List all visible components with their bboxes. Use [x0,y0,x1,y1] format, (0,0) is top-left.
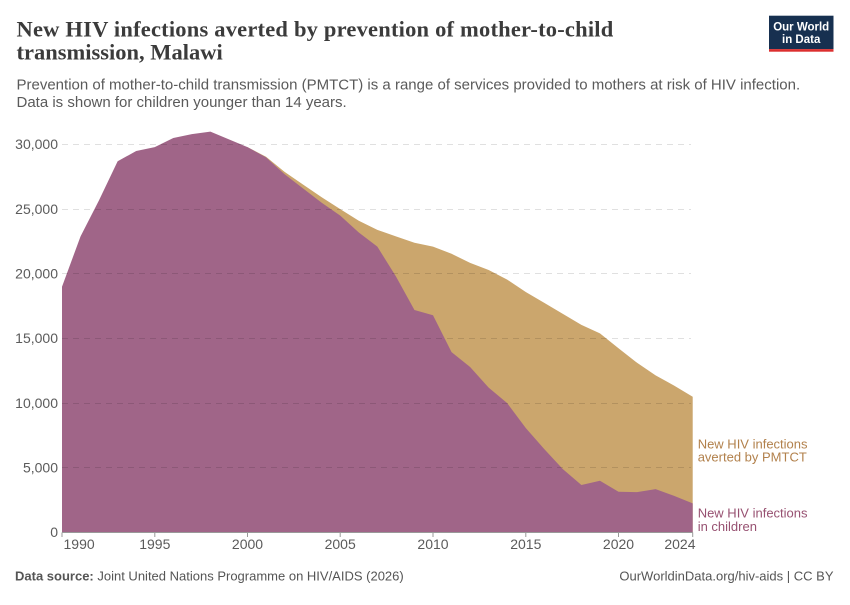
svg-text:2010: 2010 [417,536,448,552]
svg-text:OurWorldinData.org/hiv-aids |: OurWorldinData.org/hiv-aids | CC BY [619,569,833,584]
svg-text:Prevention of mother-to-child: Prevention of mother-to-child transmissi… [17,76,801,93]
svg-text:2000: 2000 [232,536,263,552]
svg-text:25,000: 25,000 [15,201,58,217]
svg-text:Our World: Our World [773,21,829,33]
svg-text:in children: in children [698,519,757,534]
svg-text:10,000: 10,000 [15,395,58,411]
svg-text:1995: 1995 [139,536,170,552]
svg-text:15,000: 15,000 [15,330,58,346]
svg-text:Data source: Joint United Nati: Data source: Joint United Nations Progra… [15,569,404,584]
svg-text:New HIV infections: New HIV infections [698,436,808,451]
svg-text:5,000: 5,000 [23,459,58,475]
svg-text:in Data: in Data [782,34,821,46]
svg-text:2024: 2024 [664,536,695,552]
svg-text:2005: 2005 [325,536,356,552]
svg-text:New HIV infections averted by: New HIV infections averted by prevention… [17,17,614,42]
svg-text:30,000: 30,000 [15,136,58,152]
svg-text:averted by PMTCT: averted by PMTCT [698,450,807,465]
svg-text:20,000: 20,000 [15,265,58,281]
svg-text:2015: 2015 [510,536,541,552]
svg-text:0: 0 [50,524,58,540]
svg-text:New HIV infections: New HIV infections [698,506,808,521]
svg-text:2020: 2020 [603,536,634,552]
svg-text:1990: 1990 [64,536,95,552]
svg-text:transmission, Malawi: transmission, Malawi [17,39,223,64]
svg-text:Data is shown for children you: Data is shown for children younger than … [17,94,347,111]
